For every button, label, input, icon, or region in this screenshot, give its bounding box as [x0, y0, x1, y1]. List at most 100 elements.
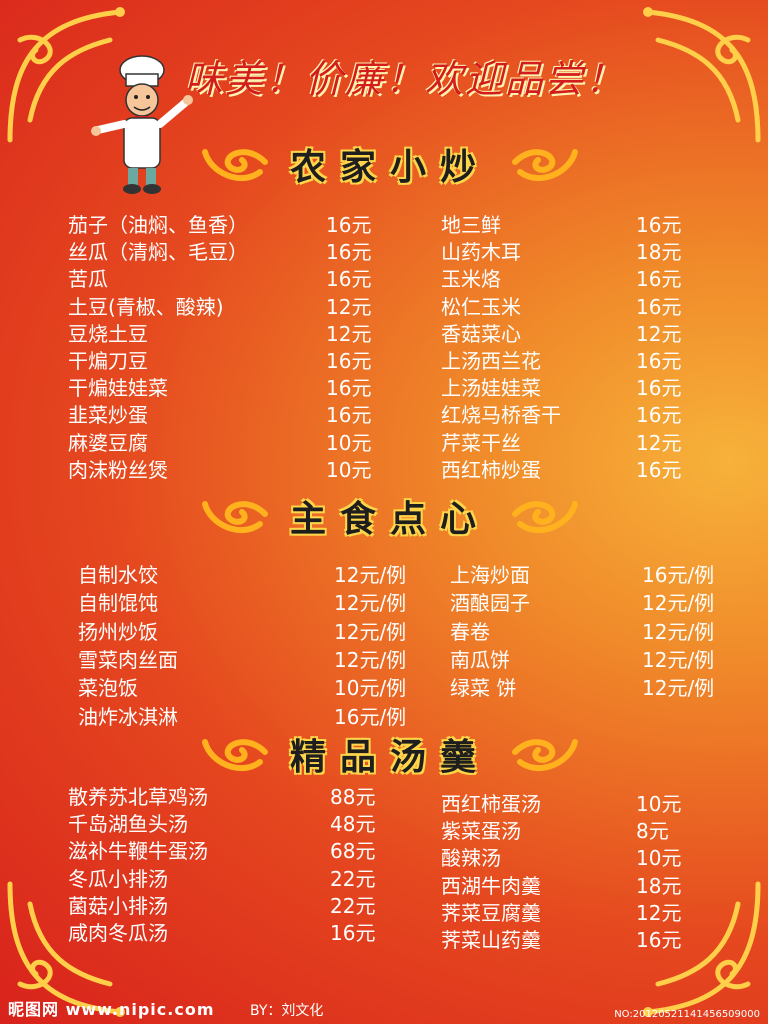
menu-item-name: 菜泡饭: [78, 676, 138, 701]
menu-item-name: 山药木耳: [441, 240, 521, 265]
menu-item-name: 茄子（油焖、鱼香）: [68, 213, 248, 237]
menu-item-name: 酸辣汤: [441, 846, 501, 871]
section-title-soup: 精品汤羹: [200, 722, 580, 782]
section-title-text: 精品汤羹: [289, 736, 490, 778]
menu-item-name: 西湖牛肉羹: [441, 873, 541, 898]
menu-item-name: 千岛湖鱼头汤: [68, 812, 188, 837]
flame-ornament-icon: [512, 739, 578, 771]
corner-ornament-bottom-left: [7, 881, 125, 1017]
menu-item-name: 土豆(青椒、酸辣): [68, 294, 224, 319]
menu-item-name: 上汤娃娃菜: [441, 376, 541, 401]
menu-item-price: 16元: [636, 267, 682, 292]
menu-item-price: 12元/例: [334, 647, 407, 672]
menu-item-price: 12元/例: [642, 591, 715, 616]
flame-ornament-icon: [202, 739, 268, 771]
menu-item-name: 自制馄饨: [78, 591, 158, 616]
menu-item-price: 16元: [326, 376, 372, 401]
menu-item-name: 干煸娃娃菜: [68, 376, 168, 401]
menu-item-price: 88元: [330, 785, 376, 809]
menu-item-price: 16元: [326, 403, 372, 428]
menu-item-name: 油炸冰淇淋: [78, 704, 178, 729]
menu-item-name: 绿菜 饼: [450, 676, 517, 701]
menu-item-name: 春卷: [450, 619, 490, 644]
menu-item-price: 12元: [636, 430, 682, 455]
menu-item-name: 紫菜蛋汤: [441, 819, 521, 844]
menu-item-price: 16元: [636, 457, 682, 482]
menu-item-name: 苦瓜: [68, 267, 108, 292]
menu-item-name: 自制水饺: [78, 563, 158, 587]
menu-item-price: 22元: [330, 866, 376, 891]
menu-item-price: 12元: [636, 900, 682, 925]
menu-item-price: 16元: [326, 240, 372, 265]
menu-item-price: 16元: [636, 213, 682, 237]
menu-item-price: 16元: [326, 213, 372, 237]
menu-item-name: 肉沫粉丝煲: [68, 457, 168, 482]
menu-item-price: 68元: [330, 839, 376, 864]
menu-item-price: 12元/例: [642, 647, 715, 672]
menu-item-name: 丝瓜（清焖、毛豆）: [68, 240, 248, 265]
corner-ornament-top-right: [643, 7, 761, 143]
menu-item-price: 16元/例: [642, 563, 715, 587]
menu-item-name: 扬州炒饭: [78, 619, 158, 644]
menu-item-price: 18元: [636, 873, 682, 898]
menu-item-price: 16元: [326, 349, 372, 373]
menu-item-name: 麻婆豆腐: [68, 430, 148, 455]
menu-item-price: 10元/例: [334, 676, 407, 701]
menu-item-price: 12元: [326, 321, 372, 346]
menu-item-name: 南瓜饼: [450, 647, 510, 672]
menu-item-name: 雪菜肉丝面: [78, 647, 178, 672]
menu-item-price: 10元: [636, 792, 682, 816]
menu-item-price: 12元/例: [334, 591, 407, 616]
corner-ornament-top-left: [7, 7, 125, 143]
menu-item-price: 16元/例: [334, 704, 407, 729]
menu-item-name: 上海炒面: [450, 563, 530, 587]
menu-item-name: 红烧马桥香干: [441, 403, 561, 428]
footer-number: NO:20120521141456509000: [614, 1009, 760, 1020]
footer-author: BY：刘文化: [250, 1003, 324, 1019]
menu-item-name: 干煸刀豆: [68, 349, 148, 373]
menu-item-price: 16元: [636, 928, 682, 952]
slogan: 味美！价廉！欢迎品尝！: [185, 57, 626, 101]
menu-item-price: 16元: [326, 267, 372, 292]
menu-item-name: 菌菇小排汤: [68, 893, 168, 918]
menu-item-price: 10元: [326, 457, 372, 482]
menu-item-price: 22元: [330, 893, 376, 918]
menu-item-name: 上汤西兰花: [441, 349, 541, 373]
menu-item-price: 48元: [330, 812, 376, 837]
menu-item-price: 10元: [636, 846, 682, 871]
menu-item-price: 12元: [636, 321, 682, 346]
menu-item-price: 16元: [636, 294, 682, 319]
footer-site: 昵图网 www.nipic.com: [8, 1000, 215, 1019]
flame-ornament-icon: [202, 149, 268, 181]
menu-item-name: 冬瓜小排汤: [68, 866, 168, 891]
corner-ornament-bottom-right: [643, 881, 761, 1017]
menu-item-name: 荠菜豆腐羹: [441, 900, 541, 925]
menu-item-name: 荠菜山药羹: [441, 928, 541, 952]
menu-item-price: 16元: [636, 376, 682, 401]
menu-item-name: 西红柿蛋汤: [441, 792, 541, 816]
menu-item-name: 西红柿炒蛋: [441, 457, 541, 482]
menu-item-price: 16元: [636, 349, 682, 373]
menu-item-name: 芹菜干丝: [441, 430, 521, 455]
menu-item-price: 10元: [326, 430, 372, 455]
menu-item-price: 12元/例: [334, 619, 407, 644]
menu-item-name: 酒酿园子: [450, 591, 530, 616]
menu-item-name: 韭菜炒蛋: [68, 403, 148, 428]
section-title-stirfry: 农家小炒: [200, 132, 580, 192]
chef-mascot: [91, 55, 193, 194]
menu-item-price: 16元: [636, 403, 682, 428]
section-title-text: 农家小炒: [289, 146, 490, 188]
menu-item-name: 香菇菜心: [441, 321, 521, 346]
flame-ornament-icon: [202, 501, 268, 533]
menu-item-name: 散养苏北草鸡汤: [68, 785, 208, 809]
menu-item-price: 18元: [636, 240, 682, 265]
menu-item-name: 玉米烙: [441, 267, 501, 292]
menu-item-price: 12元/例: [642, 676, 715, 701]
menu-item-price: 12元/例: [334, 563, 407, 587]
menu-item-name: 咸肉冬瓜汤: [68, 921, 168, 945]
flame-ornament-icon: [512, 501, 578, 533]
menu-item-price: 8元: [636, 819, 669, 844]
menu-item-name: 松仁玉米: [441, 294, 521, 319]
menu-item-name: 地三鲜: [441, 213, 501, 237]
